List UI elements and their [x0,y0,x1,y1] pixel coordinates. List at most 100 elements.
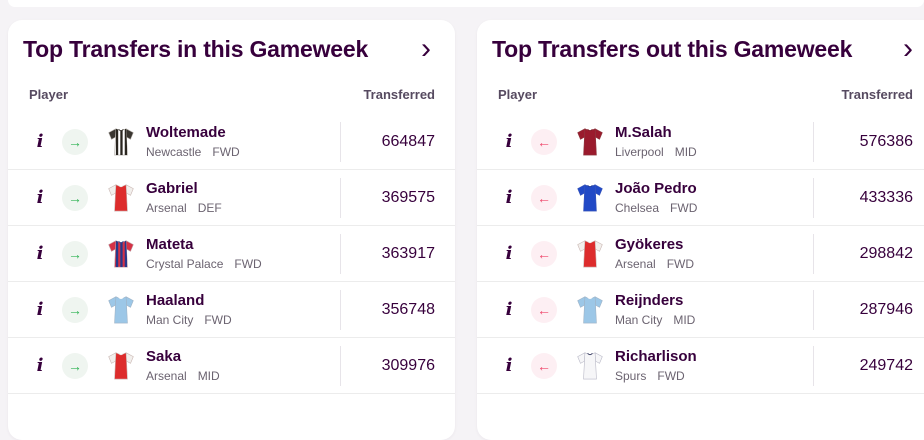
transferred-count: 249742 [859,356,913,374]
page-title: Top Transfers out this Gameweek [492,36,853,62]
player-name-block: Gyökeres Arsenal FWD [615,236,813,271]
row-divider [813,177,814,218]
column-player: Player [29,87,69,102]
player-position: MID [673,313,696,327]
player-position: FWD [212,145,240,159]
player-team: Crystal Palace [146,257,224,271]
player-name-block: Saka Arsenal MID [146,348,340,383]
table-row: i ← Reijnders Man City MID 287946 [477,282,924,338]
player-position: FWD [666,257,695,271]
transfers-in-rows: i → Woltemade Newcastle FWD [8,114,455,394]
transfer-out-arrow-icon: ← [531,296,557,323]
player-info-button[interactable]: i [501,187,517,208]
table-row: i → Saka Arsenal MID 309976 [8,338,455,394]
player-info-button[interactable]: i [32,243,48,264]
player-position: FWD [657,369,685,383]
transfers-in-panel: Top Transfers in this Gameweek › Player … [8,20,455,440]
team-shirt-icon [104,347,138,384]
player-team: Newcastle [146,145,202,159]
player-name: M.Salah [615,124,672,141]
row-divider [340,233,341,274]
player-name-block: Gabriel Arsenal DEF [146,180,340,215]
player-position: FWD [204,313,232,327]
player-team: Liverpool [615,145,664,159]
player-team: Man City [615,313,663,327]
table-row: i ← Gyökeres Arsenal FWD 298842 [477,226,924,282]
player-name: Gabriel [146,180,198,197]
transfer-out-arrow-icon: ← [531,184,557,211]
player-name: Haaland [146,292,205,309]
row-divider [813,233,814,274]
player-name-block: M.Salah Liverpool MID [615,124,813,159]
player-info-button[interactable]: i [501,355,517,376]
player-team: Arsenal [146,201,187,215]
transferred-count: 287946 [859,300,913,318]
transfer-out-arrow-icon: ← [531,240,557,267]
player-info-button[interactable]: i [32,299,48,320]
player-name: Reijnders [615,292,684,309]
transfers-out-rows: i ← M.Salah Liverpool MID 576386 i ← [477,114,924,394]
row-divider [340,345,341,386]
player-info-button[interactable]: i [501,299,517,320]
player-team: Spurs [615,369,647,383]
team-shirt-icon [104,291,138,328]
row-divider [813,121,814,162]
table-row: i → Woltemade Newcastle FWD [8,114,455,170]
column-transferred: Transferred [841,87,913,102]
row-divider [340,121,341,162]
player-position: DEF [197,201,222,215]
player-info-button[interactable]: i [501,243,517,264]
player-name-block: Haaland Man City FWD [146,292,340,327]
team-shirt-icon [573,123,607,160]
transferred-count: 298842 [859,244,913,262]
transferred-count: 433336 [859,188,913,206]
table-row: i ← João Pedro Chelsea FWD 433336 [477,170,924,226]
transferred-count: 664847 [381,132,435,150]
table-row: i ← M.Salah Liverpool MID 576386 [477,114,924,170]
transfer-in-arrow-icon: → [62,240,88,267]
table-row: i → Haaland Man City FWD 356748 [8,282,455,338]
player-team: Chelsea [615,201,660,215]
player-name-block: Richarlison Spurs FWD [615,348,813,383]
transfers-in-header: Top Transfers in this Gameweek › [8,20,455,64]
player-info-button[interactable]: i [501,131,517,152]
player-name-block: Reijnders Man City MID [615,292,813,327]
transfers-out-header: Top Transfers out this Gameweek › [477,20,924,64]
row-divider [340,177,341,218]
table-row: i → Gabriel Arsenal DEF 369575 [8,170,455,226]
player-name: Richarlison [615,348,697,365]
row-divider [813,289,814,330]
team-shirt-icon [573,347,607,384]
player-position: MID [674,145,697,159]
column-transferred: Transferred [363,87,435,102]
row-divider [340,289,341,330]
player-name: Gyökeres [615,236,684,253]
team-shirt-icon [573,291,607,328]
transfer-in-arrow-icon: → [62,128,88,155]
chevron-right-icon[interactable]: › [415,34,437,64]
team-shirt-icon [104,123,138,160]
transfer-in-arrow-icon: → [62,352,88,379]
team-shirt-icon [573,235,607,272]
player-info-button[interactable]: i [32,131,48,152]
player-name-block: Woltemade Newcastle FWD [146,124,340,159]
transferred-count: 309976 [381,356,435,374]
team-shirt-icon [104,179,138,216]
player-position: MID [197,369,220,383]
table-column-headers: Player Transferred [8,63,455,114]
transferred-count: 363917 [381,244,435,262]
transfer-out-arrow-icon: ← [531,352,557,379]
player-name: Mateta [146,236,194,253]
column-player: Player [498,87,538,102]
transfer-out-arrow-icon: ← [531,128,557,155]
player-name: João Pedro [615,180,697,197]
transferred-count: 576386 [859,132,913,150]
chevron-right-icon[interactable]: › [897,34,919,64]
player-team: Arsenal [146,369,187,383]
player-info-button[interactable]: i [32,355,48,376]
player-info-button[interactable]: i [32,187,48,208]
transfer-in-arrow-icon: → [62,184,88,211]
transferred-count: 356748 [381,300,435,318]
player-name: Saka [146,348,182,365]
player-name-block: Mateta Crystal Palace FWD [146,236,340,271]
